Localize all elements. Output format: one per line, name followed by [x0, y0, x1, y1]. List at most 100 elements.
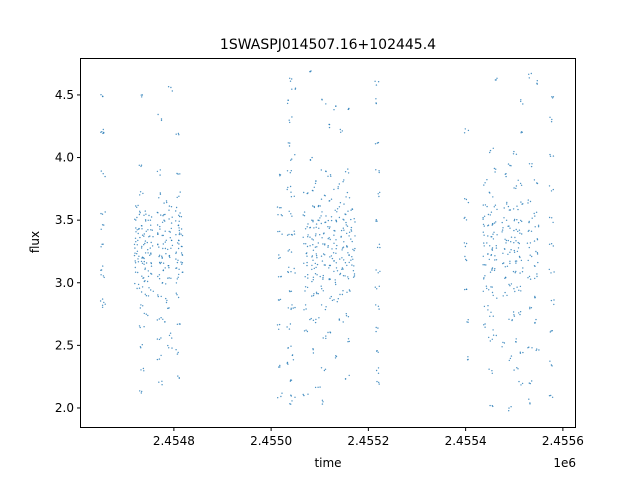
data-point	[327, 246, 329, 248]
data-point	[346, 232, 348, 235]
data-point	[488, 336, 490, 339]
data-point	[344, 213, 346, 215]
data-point	[330, 219, 333, 222]
data-point	[134, 218, 136, 220]
data-point	[516, 286, 518, 288]
data-point	[375, 98, 377, 100]
data-point	[287, 250, 289, 252]
data-point	[141, 234, 144, 236]
data-point	[537, 261, 539, 264]
data-point	[513, 150, 515, 153]
data-point	[483, 245, 485, 247]
data-point	[144, 219, 147, 221]
data-point	[512, 270, 515, 273]
data-point	[322, 253, 325, 255]
data-point	[325, 335, 327, 337]
data-point	[345, 224, 347, 226]
data-point	[341, 268, 343, 270]
data-point	[314, 273, 317, 275]
data-point	[521, 220, 523, 223]
data-point	[329, 256, 331, 258]
data-point	[339, 202, 342, 204]
data-point	[312, 348, 314, 350]
data-point	[175, 220, 177, 222]
data-point	[520, 100, 522, 103]
data-point	[175, 206, 178, 209]
data-point	[495, 247, 498, 249]
data-point	[533, 212, 535, 215]
data-point	[179, 212, 181, 214]
data-point	[170, 206, 173, 208]
data-point	[535, 349, 537, 352]
data-point	[137, 271, 139, 274]
data-point	[306, 330, 309, 333]
data-point	[169, 231, 171, 233]
data-point	[171, 90, 173, 92]
data-point	[159, 262, 161, 265]
data-point	[521, 382, 524, 385]
data-point	[165, 297, 167, 300]
data-point	[327, 226, 329, 228]
data-point	[158, 278, 161, 280]
data-point	[335, 355, 338, 358]
data-point	[312, 294, 315, 297]
data-point	[176, 323, 179, 325]
data-point	[531, 217, 533, 219]
data-point	[512, 208, 515, 210]
data-point	[286, 188, 288, 191]
data-point	[101, 224, 104, 226]
data-point	[375, 219, 377, 221]
data-point	[291, 400, 293, 402]
data-point	[321, 99, 323, 101]
data-point	[376, 142, 379, 144]
data-point	[491, 247, 494, 249]
data-point	[101, 243, 103, 245]
data-point	[529, 254, 531, 256]
data-point	[175, 251, 177, 253]
data-point	[158, 318, 160, 320]
data-point	[348, 231, 351, 233]
data-point	[317, 293, 319, 295]
data-point	[143, 312, 145, 315]
data-point	[528, 275, 531, 278]
data-point	[465, 242, 468, 245]
data-point	[167, 344, 169, 347]
data-point	[489, 149, 492, 152]
data-point	[530, 230, 533, 232]
data-point	[309, 226, 312, 229]
data-point	[509, 357, 512, 360]
data-point	[278, 257, 280, 260]
data-point	[100, 212, 102, 215]
data-point	[325, 306, 327, 308]
data-point	[491, 267, 494, 269]
data-point	[348, 261, 350, 264]
data-point	[311, 268, 313, 271]
data-point	[377, 193, 379, 195]
data-point	[510, 355, 513, 357]
data-point	[342, 218, 344, 220]
data-point	[338, 183, 340, 185]
data-point	[148, 287, 150, 289]
data-point	[164, 321, 166, 323]
data-point	[169, 256, 171, 259]
data-point	[171, 216, 173, 218]
data-point	[294, 154, 296, 156]
data-point	[491, 248, 493, 250]
data-point	[527, 347, 529, 349]
data-point	[323, 194, 326, 196]
data-point	[350, 229, 352, 231]
data-point	[290, 213, 292, 215]
data-point	[513, 249, 515, 252]
data-point	[133, 243, 136, 246]
data-point	[488, 289, 490, 291]
data-point	[159, 169, 161, 171]
y-tick-label: 3.5	[55, 213, 74, 227]
data-point	[139, 210, 141, 212]
x-tick-label: 2.4552	[347, 434, 389, 448]
data-point	[329, 238, 331, 241]
data-point	[322, 337, 324, 339]
data-point	[375, 220, 377, 222]
data-point	[140, 260, 143, 263]
data-point	[352, 258, 354, 260]
data-point	[520, 259, 523, 262]
